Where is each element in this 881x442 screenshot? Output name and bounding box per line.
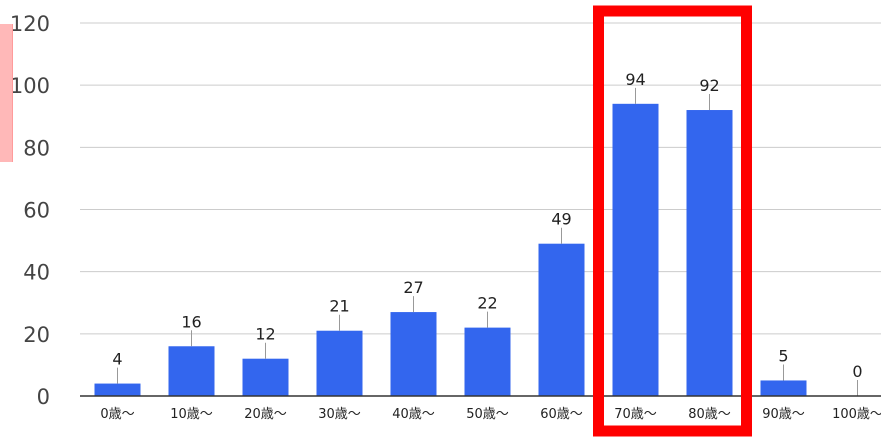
highlight-box <box>593 5 752 437</box>
y-tick-label: 80 <box>23 136 50 160</box>
value-label: 12 <box>255 325 275 344</box>
category-label: 20歳～ <box>244 407 287 422</box>
value-label: 21 <box>329 297 349 316</box>
side-accent-strip <box>0 24 13 162</box>
y-tick-label: 100 <box>10 74 50 98</box>
category-label: 10歳～ <box>170 407 213 422</box>
bar <box>390 312 437 396</box>
category-label: 70歳～ <box>614 407 657 422</box>
bar <box>94 383 141 396</box>
y-tick-label: 120 <box>10 12 50 36</box>
y-tick-label: 60 <box>23 199 50 223</box>
category-label: 100歳～ <box>832 407 881 422</box>
bar <box>316 330 363 396</box>
category-label: 40歳～ <box>392 407 435 422</box>
bar <box>538 243 585 396</box>
category-label: 60歳～ <box>540 407 583 422</box>
bar <box>168 346 215 396</box>
y-tick-label: 20 <box>23 323 50 347</box>
value-label: 49 <box>551 210 571 229</box>
bar <box>612 103 659 397</box>
category-label: 90歳～ <box>762 407 805 422</box>
category-label: 0歳～ <box>100 407 134 422</box>
bar <box>686 110 733 397</box>
bar <box>760 380 807 396</box>
value-label: 16 <box>181 312 201 331</box>
y-tick-label: 0 <box>37 385 50 409</box>
bar <box>242 358 289 396</box>
category-label: 80歳～ <box>688 407 731 422</box>
bar <box>464 327 511 396</box>
value-label: 27 <box>403 278 423 297</box>
category-label: 50歳～ <box>466 407 509 422</box>
y-tick-label: 40 <box>23 261 50 285</box>
category-label: 30歳～ <box>318 407 361 422</box>
value-label: 92 <box>699 76 719 95</box>
value-label: 5 <box>778 346 788 365</box>
value-label: 4 <box>112 350 122 369</box>
value-label: 22 <box>477 294 497 313</box>
value-label: 0 <box>852 362 862 381</box>
value-label: 94 <box>625 70 645 89</box>
